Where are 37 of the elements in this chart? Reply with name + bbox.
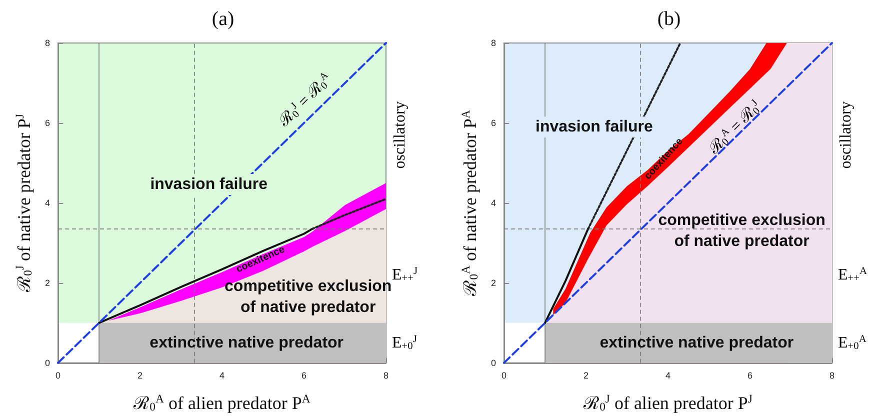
x-tick-label: 2 bbox=[583, 370, 589, 380]
x-tick-label: 0 bbox=[55, 370, 61, 380]
x-tick-label: 2 bbox=[137, 370, 143, 380]
annotation: competitive exclusion of native predator bbox=[658, 212, 826, 250]
y-tick-label: 0 bbox=[44, 358, 50, 368]
annotation: extinctive native predator bbox=[600, 334, 794, 352]
y-tick-label: 4 bbox=[44, 198, 50, 208]
x-tick-label: 6 bbox=[747, 370, 753, 380]
annotation: extinctive native predator bbox=[150, 334, 344, 352]
y-axis-title: ℛ0A of native predator PA bbox=[459, 110, 480, 297]
y-tick-label: 6 bbox=[44, 118, 50, 128]
y-tick-label: 2 bbox=[490, 278, 496, 288]
y-axis-title: ℛ0J of native predator PJ bbox=[13, 114, 34, 293]
text: E++A bbox=[838, 266, 868, 284]
x-tick-label: 8 bbox=[383, 370, 389, 380]
y-tick-label: 8 bbox=[44, 38, 50, 48]
annotation: invasion failure bbox=[150, 176, 268, 194]
text: oscillatory bbox=[392, 101, 408, 169]
text: E++J bbox=[392, 266, 418, 284]
y-tick-label: 4 bbox=[490, 198, 496, 208]
chart-title: (a) bbox=[212, 8, 234, 30]
x-tick-label: 8 bbox=[829, 370, 835, 380]
y-tick-label: 2 bbox=[44, 278, 50, 288]
annotation: invasion failure bbox=[536, 118, 653, 136]
y-tick-label: 0 bbox=[490, 358, 496, 368]
chart-title: (b) bbox=[657, 8, 681, 30]
annotation: ℛ0A = ℛ0J bbox=[704, 98, 762, 158]
annotation: competitive exclusion of native predator bbox=[224, 278, 392, 316]
y-tick-label: 6 bbox=[490, 118, 496, 128]
text: oscillatory bbox=[838, 101, 854, 169]
x-tick-label: 6 bbox=[301, 370, 307, 380]
y-tick-label: 8 bbox=[490, 38, 496, 48]
line-series bbox=[98, 228, 314, 324]
x-tick-label: 0 bbox=[501, 370, 507, 380]
annotation: ℛ0J = ℛ0A bbox=[275, 70, 332, 131]
x-tick-label: 4 bbox=[219, 370, 225, 380]
x-tick-label: 4 bbox=[665, 370, 671, 380]
